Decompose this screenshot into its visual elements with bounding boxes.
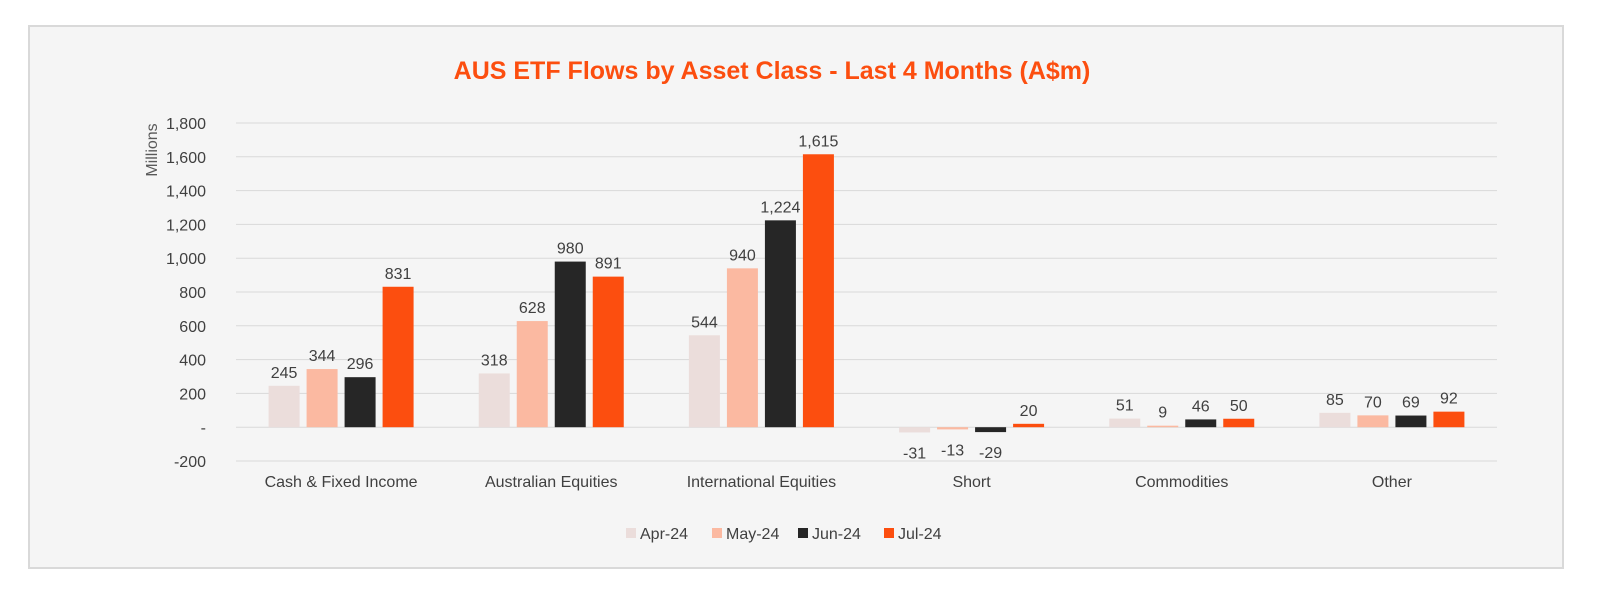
data-label: 344 — [309, 348, 336, 365]
legend-swatch — [626, 528, 636, 538]
legend-label: Jul-24 — [898, 526, 942, 543]
data-label: 1,615 — [798, 133, 838, 150]
bar — [592, 276, 624, 428]
data-label: 980 — [557, 241, 584, 258]
data-label: 891 — [595, 256, 622, 273]
category-label: Cash & Fixed Income — [265, 474, 418, 491]
bar — [478, 373, 510, 428]
y-axis-ticks: -200-2004006008001,0001,2001,4001,6001,8… — [166, 116, 206, 471]
y-axis-label: Millions — [144, 123, 161, 176]
bar — [1109, 418, 1141, 428]
category-label: International Equities — [687, 474, 836, 491]
bar — [937, 427, 969, 430]
data-label: -29 — [979, 445, 1002, 462]
bar — [1395, 415, 1427, 428]
data-label: 544 — [691, 314, 718, 331]
gridlines — [236, 122, 1497, 462]
category-label: Commodities — [1135, 474, 1228, 491]
data-label: 9 — [1158, 405, 1167, 422]
y-tick-label: 800 — [179, 285, 206, 302]
legend: Apr-24 May-24 Jun-24 Jul-24 — [626, 526, 942, 543]
bar — [382, 286, 414, 428]
y-tick-label: 200 — [179, 386, 206, 403]
bar — [975, 427, 1007, 433]
y-tick-label: - — [201, 420, 206, 437]
bar — [1013, 423, 1045, 428]
data-label: -13 — [941, 442, 964, 459]
data-label: 69 — [1402, 395, 1420, 412]
data-label: 245 — [271, 365, 298, 382]
bar — [1147, 425, 1179, 428]
bar — [516, 321, 548, 428]
bar — [268, 385, 300, 428]
data-label: 50 — [1230, 398, 1248, 415]
bar — [1185, 419, 1217, 428]
y-tick-label: 1,800 — [166, 116, 206, 133]
bar — [554, 261, 586, 428]
bar — [764, 220, 796, 428]
data-label: 296 — [347, 356, 374, 373]
bar — [344, 377, 376, 428]
bar — [899, 427, 931, 433]
bar — [1223, 418, 1255, 428]
y-tick-label: 600 — [179, 319, 206, 336]
data-label: 20 — [1020, 403, 1038, 420]
y-tick-label: 400 — [179, 353, 206, 370]
bar — [1319, 412, 1351, 428]
data-labels: 245 344 296 831 318 628 980 891 544 940 1,224 1,615… — [271, 133, 1458, 462]
category-labels: Cash & Fixed Income Australian Equities In… — [265, 474, 1413, 491]
legend-label: Apr-24 — [640, 526, 688, 543]
category-label: Short — [952, 474, 991, 491]
chart-frame — [28, 25, 1564, 569]
bar — [1357, 415, 1389, 428]
y-tick-label: 1,200 — [166, 217, 206, 234]
y-tick-label: 1,600 — [166, 150, 206, 167]
legend-label: May-24 — [726, 526, 779, 543]
data-label: -31 — [903, 445, 926, 462]
data-label: 92 — [1440, 391, 1458, 408]
y-tick-label: -200 — [174, 454, 206, 471]
data-label: 940 — [729, 247, 756, 264]
data-label: 318 — [481, 352, 508, 369]
bar — [1433, 411, 1465, 428]
legend-label: Jun-24 — [812, 526, 861, 543]
data-label: 831 — [385, 266, 412, 283]
data-label: 51 — [1116, 398, 1134, 415]
data-label: 1,224 — [760, 199, 800, 216]
legend-swatch — [884, 528, 894, 538]
chart-title: AUS ETF Flows by Asset Class - Last 4 Mo… — [454, 57, 1091, 85]
category-label: Other — [1372, 474, 1413, 491]
legend-swatch — [712, 528, 722, 538]
data-label: 46 — [1192, 398, 1210, 415]
y-tick-label: 1,000 — [166, 251, 206, 268]
bar — [726, 268, 758, 428]
y-tick-label: 1,400 — [166, 184, 206, 201]
bars — [268, 154, 1465, 433]
category-label: Australian Equities — [485, 474, 618, 491]
bar — [688, 335, 720, 428]
data-label: 85 — [1326, 392, 1344, 409]
legend-swatch — [798, 528, 808, 538]
data-label: 70 — [1364, 394, 1382, 411]
bar — [306, 369, 338, 428]
data-label: 628 — [519, 300, 546, 317]
bar — [802, 154, 834, 428]
